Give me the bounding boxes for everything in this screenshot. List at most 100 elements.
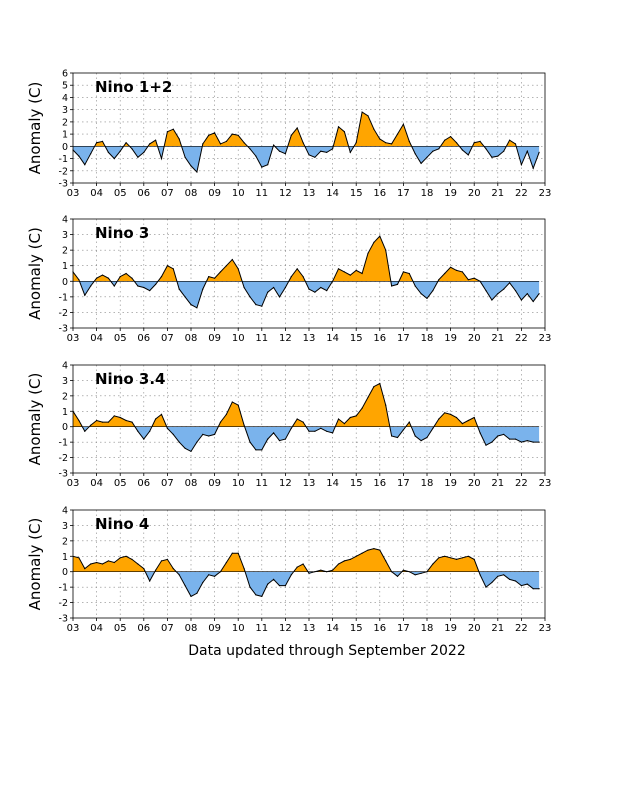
- data-point: [396, 133, 399, 135]
- x-tick-label: 22: [515, 478, 528, 489]
- data-point: [497, 155, 499, 157]
- data-point: [96, 142, 98, 144]
- data-point: [219, 271, 222, 273]
- y-tick-label: 2: [62, 117, 68, 128]
- data-point: [278, 585, 281, 587]
- data-point: [160, 158, 163, 160]
- data-point: [249, 586, 251, 588]
- data-point: [284, 153, 286, 155]
- data-point: [379, 235, 381, 237]
- data-point: [149, 580, 151, 582]
- data-point: [278, 440, 281, 442]
- data-point: [284, 438, 286, 440]
- data-point: [355, 555, 357, 557]
- data-point: [432, 563, 434, 565]
- data-point: [491, 441, 493, 443]
- x-tick-label: 05: [114, 623, 127, 634]
- x-tick-label: 15: [350, 333, 363, 344]
- x-tick-label: 16: [373, 623, 386, 634]
- data-point: [155, 283, 157, 285]
- data-point: [160, 560, 163, 562]
- data-point: [373, 241, 375, 243]
- data-point: [355, 142, 357, 144]
- data-point: [119, 276, 121, 278]
- data-point: [208, 134, 210, 136]
- data-point: [113, 158, 115, 160]
- data-point: [332, 148, 334, 150]
- data-point: [249, 441, 251, 443]
- data-point: [178, 288, 180, 290]
- data-point: [473, 142, 475, 144]
- data-point: [302, 563, 304, 565]
- y-tick-label: 1: [62, 552, 68, 563]
- y-tick-label: 3: [62, 376, 68, 387]
- data-point: [402, 123, 404, 125]
- positive-anomaly-area: [73, 383, 540, 427]
- x-tick-label: 09: [208, 333, 221, 344]
- data-point: [538, 441, 540, 443]
- x-tick-label: 20: [468, 188, 481, 199]
- positive-anomaly-area: [73, 112, 540, 147]
- data-point: [214, 575, 216, 577]
- data-point: [249, 148, 251, 150]
- data-point: [326, 290, 328, 292]
- data-point: [243, 286, 245, 289]
- data-point: [467, 555, 469, 557]
- data-point: [509, 578, 511, 581]
- y-tick-label: -1: [59, 154, 68, 165]
- data-point: [532, 588, 534, 590]
- data-point: [391, 143, 393, 145]
- data-point: [155, 418, 157, 420]
- data-point: [261, 595, 263, 598]
- data-point: [514, 290, 517, 292]
- x-tick-label: 20: [468, 333, 481, 344]
- y-tick-label: 5: [62, 81, 68, 92]
- data-point: [367, 396, 369, 398]
- data-point: [101, 274, 104, 276]
- x-tick-label: 13: [303, 623, 316, 634]
- y-tick-label: 3: [62, 230, 68, 241]
- x-tick-label: 15: [350, 478, 363, 489]
- data-point: [237, 404, 239, 406]
- y-tick-label: 4: [62, 93, 68, 104]
- x-tick-label: 18: [421, 623, 434, 634]
- data-point: [184, 585, 186, 587]
- data-point: [320, 286, 322, 289]
- data-point: [190, 450, 192, 452]
- x-tick-label: 18: [421, 188, 434, 199]
- x-tick-label: 13: [303, 478, 316, 489]
- data-point: [491, 299, 493, 301]
- data-point: [379, 382, 381, 385]
- x-tick-label: 04: [90, 333, 103, 344]
- x-tick-label: 09: [208, 478, 221, 489]
- data-point: [278, 296, 281, 298]
- data-point: [491, 156, 493, 158]
- data-point: [414, 574, 416, 576]
- data-point: [455, 269, 458, 271]
- data-point: [408, 140, 410, 142]
- data-point: [391, 435, 393, 437]
- data-point: [379, 138, 381, 140]
- data-point: [284, 585, 286, 587]
- data-point: [166, 265, 168, 267]
- data-point: [343, 423, 345, 425]
- data-point: [243, 568, 245, 570]
- data-point: [538, 293, 540, 295]
- data-point: [314, 291, 316, 293]
- data-point: [137, 430, 139, 432]
- data-point: [178, 138, 180, 140]
- data-point: [479, 140, 481, 142]
- data-point: [131, 421, 133, 423]
- data-point: [296, 418, 298, 420]
- data-point: [479, 574, 481, 576]
- data-point: [444, 555, 446, 557]
- x-tick-label: 16: [373, 333, 386, 344]
- series-line: [72, 548, 540, 598]
- y-tick-label: 0: [62, 567, 68, 578]
- x-tick-label: 23: [539, 333, 552, 344]
- data-point: [107, 421, 109, 423]
- y-tick-label: 0: [62, 422, 68, 433]
- y-axis-label: Anomaly (C): [26, 373, 44, 466]
- data-point: [107, 560, 109, 562]
- x-tick-label: 11: [255, 333, 268, 344]
